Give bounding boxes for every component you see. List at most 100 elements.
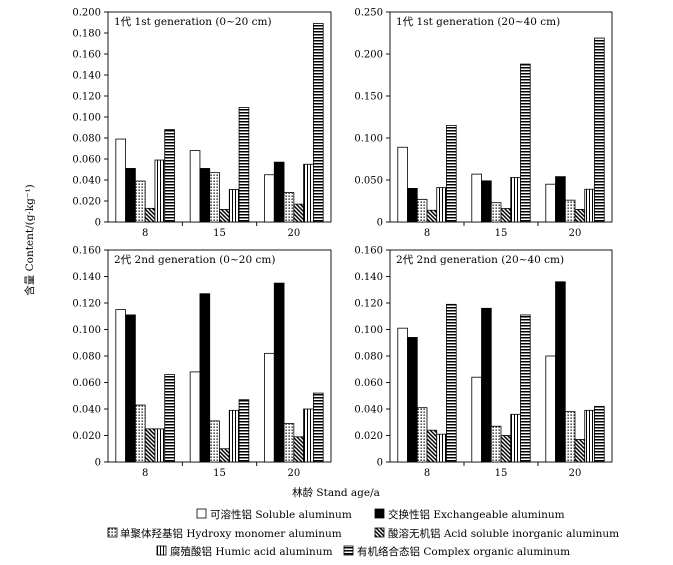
y-tick-label: 0.040 [72, 176, 101, 187]
bar-hydroxy [490, 425, 502, 463]
y-tick-label: 0.100 [72, 113, 101, 124]
legend-swatch-hydroxy [107, 527, 118, 538]
legend-label-humic: 腐殖酸铝 Humic acid aluminum [170, 545, 333, 558]
legend-label-hydroxy: 单聚体羟基铝 Hydroxy monomer aluminum [120, 527, 342, 540]
y-tick-label: 0 [377, 458, 383, 469]
bar-exchangeable [273, 282, 285, 463]
bar-acid [219, 448, 230, 463]
x-tick-label: 8 [424, 228, 430, 239]
bar-hydroxy [134, 180, 146, 223]
bar-complex [594, 405, 605, 463]
bar-soluble [397, 327, 408, 463]
y-tick-label: 0 [377, 218, 383, 229]
bar-humic [584, 188, 595, 223]
x-tick-label: 8 [424, 468, 430, 479]
chart-title: 2代 2nd generation (0~20 cm) [114, 254, 275, 266]
bar-soluble [545, 183, 556, 223]
x-tick-label: 15 [213, 228, 226, 239]
bar-acid [293, 203, 305, 223]
bar-humic [154, 159, 166, 223]
bar-humic [584, 409, 595, 463]
legend-swatch-humic [156, 545, 167, 556]
y-tick-label: 0.120 [72, 299, 101, 310]
y-tick-label: 0.140 [72, 71, 101, 82]
y-tick-label: 0.050 [354, 176, 383, 187]
bar-complex [238, 399, 250, 463]
legend-swatch-exchangeable [374, 508, 385, 519]
bar-hydroxy [490, 202, 502, 223]
y-tick-label: 0.180 [72, 29, 101, 40]
y-tick-label: 0.060 [72, 378, 101, 389]
y-tick-label: 0.080 [72, 134, 101, 145]
bar-acid [426, 209, 438, 223]
y-tick-label: 0.100 [354, 325, 383, 336]
y-tick-label: 0.200 [72, 8, 101, 19]
bar-complex [312, 392, 324, 463]
x-tick-label: 15 [213, 468, 226, 479]
x-tick-label: 8 [142, 468, 148, 479]
bar-humic [303, 408, 314, 463]
y-tick-label: 0.020 [72, 197, 101, 208]
bar-acid [219, 208, 230, 223]
chart-panel-2: 0 0.050 0.100 0.150 0.200 0.250 8 15 20 1代 1st ge… [354, 8, 613, 239]
bar-hydroxy [209, 172, 220, 223]
y-tick-label: 0.120 [72, 92, 101, 103]
bar-complex [446, 303, 457, 463]
bar-acid [500, 208, 512, 223]
legend-item-hydroxy: 单聚体羟基铝 Hydroxy monomer aluminum [107, 527, 342, 540]
bar-complex [312, 23, 324, 223]
bar-exchangeable [555, 176, 566, 223]
bar-exchangeable [407, 187, 418, 223]
bar-exchangeable [481, 180, 492, 223]
bar-exchangeable [199, 168, 211, 223]
y-tick-label: 0.250 [354, 8, 383, 19]
bar-exchangeable [407, 337, 418, 463]
y-tick-label: 0.140 [72, 272, 101, 283]
y-tick-label: 0.160 [354, 246, 383, 257]
y-tick-label: 0.080 [72, 352, 101, 363]
legend-label-complex: 有机络合态铝 Complex organic aluminum [357, 545, 570, 558]
legend-item-acid: 酸溶无机铝 Acid soluble inorganic aluminum [374, 527, 619, 540]
bar-humic [510, 413, 521, 463]
legend-item-soluble: 可溶性铝 Soluble aluminum [196, 508, 352, 521]
bar-exchangeable [199, 293, 211, 463]
bar-soluble [471, 376, 482, 463]
bar-acid [144, 207, 156, 223]
legend-item-complex: 有机络合态铝 Complex organic aluminum [343, 545, 570, 558]
x-tick-label: 20 [287, 468, 300, 479]
y-tick-label: 0 [95, 458, 101, 469]
bar-hydroxy [416, 198, 428, 223]
bar-soluble [264, 352, 275, 463]
legend-swatch-complex [343, 545, 354, 556]
y-tick-label: 0.160 [72, 246, 101, 257]
y-tick-label: 0.160 [72, 50, 101, 61]
legend-label-soluble: 可溶性铝 Soluble aluminum [210, 508, 352, 521]
bar-soluble [189, 150, 201, 223]
bar-humic [154, 428, 166, 463]
y-tick-label: 0 [95, 218, 101, 229]
bar-complex [520, 314, 531, 463]
bar-complex [238, 107, 250, 223]
y-tick-label: 0.200 [354, 50, 383, 61]
y-tick-label: 0.140 [354, 272, 383, 283]
y-tick-label: 0.020 [354, 431, 383, 442]
y-tick-label: 0.120 [354, 299, 383, 310]
legend-item-exchangeable: 交换性铝 Exchangeable aluminum [374, 508, 565, 521]
bar-acid [144, 428, 156, 463]
x-tick-label: 20 [569, 228, 582, 239]
bar-complex [520, 63, 531, 223]
x-tick-label: 20 [287, 228, 300, 239]
bar-hydroxy [283, 423, 295, 463]
legend-item-humic: 腐殖酸铝 Humic acid aluminum [156, 545, 333, 558]
bar-soluble [189, 371, 201, 463]
bar-humic [303, 163, 314, 223]
chart-panel-3: 0 0.020 0.040 0.060 0.080 0.100 0.120 0.140 0.16… [72, 246, 332, 479]
bar-hydroxy [209, 420, 220, 463]
x-tick-label: 15 [495, 468, 508, 479]
y-tick-label: 0.020 [72, 431, 101, 442]
x-tick-label: 15 [495, 228, 508, 239]
y-tick-label: 0.150 [354, 92, 383, 103]
chart-title: 1代 1st generation (0~20 cm) [114, 16, 272, 28]
bar-acid [574, 439, 586, 463]
y-tick-label: 0.040 [354, 405, 383, 416]
